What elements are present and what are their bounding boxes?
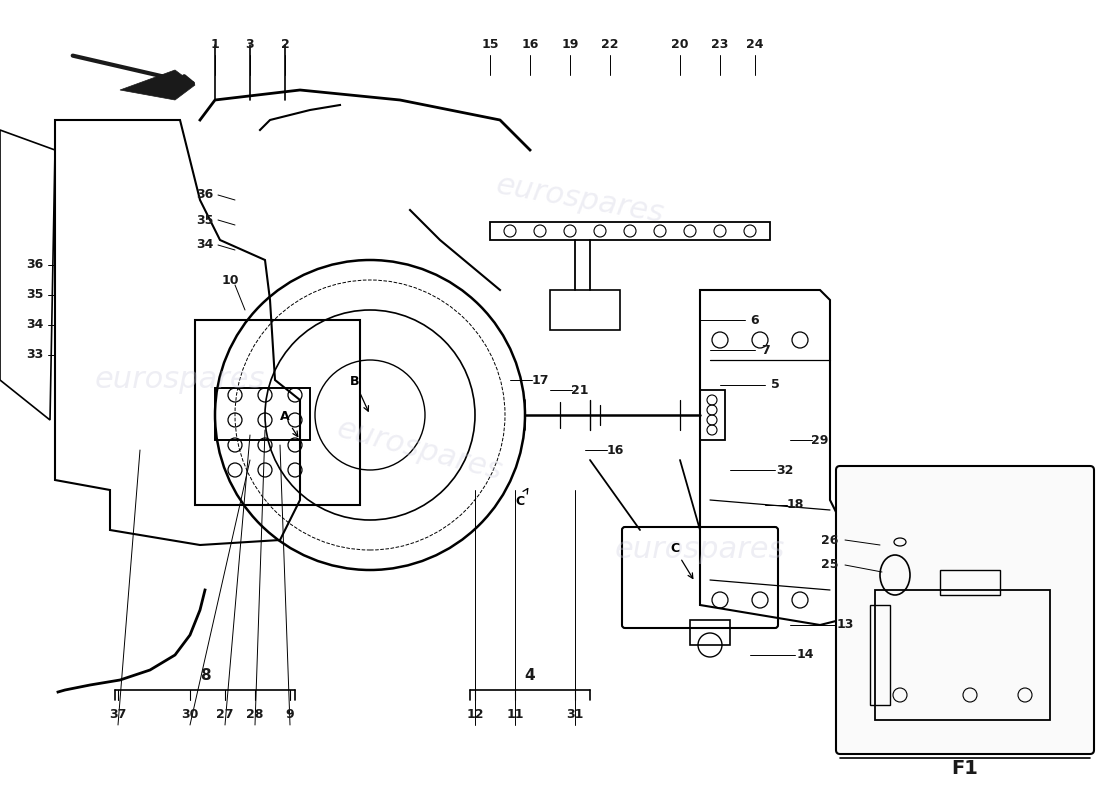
FancyBboxPatch shape [836, 466, 1094, 754]
Bar [490, 222, 770, 240]
Text: eurospares: eurospares [95, 366, 265, 394]
Text: 2: 2 [280, 38, 289, 51]
Bar [874, 590, 1050, 720]
Text: 24: 24 [746, 38, 763, 51]
Bar [870, 605, 890, 705]
Bar [700, 390, 725, 440]
Text: A: A [280, 410, 298, 437]
Text: 35: 35 [196, 214, 213, 226]
Text: 13: 13 [836, 618, 854, 631]
Text: 14: 14 [796, 649, 814, 662]
Text: F1: F1 [952, 758, 978, 778]
Text: 15: 15 [482, 38, 498, 51]
Text: 7: 7 [760, 343, 769, 357]
Text: 8: 8 [200, 667, 210, 682]
Text: 27: 27 [217, 709, 233, 722]
Text: 4: 4 [525, 667, 536, 682]
Text: 25: 25 [822, 558, 838, 571]
Bar [195, 320, 360, 505]
Bar [690, 620, 730, 645]
Text: 10: 10 [221, 274, 239, 286]
Text: 34: 34 [26, 318, 44, 331]
Text: 28: 28 [246, 709, 264, 722]
Text: 33: 33 [26, 349, 44, 362]
Bar [214, 388, 310, 440]
Text: C: C [515, 489, 528, 508]
Text: 20: 20 [671, 38, 689, 51]
Text: 31: 31 [566, 709, 584, 722]
Text: 32: 32 [777, 463, 794, 477]
Text: 17: 17 [531, 374, 549, 386]
Text: 18: 18 [786, 498, 804, 511]
Text: 3: 3 [245, 38, 254, 51]
Text: 36: 36 [197, 189, 213, 202]
Text: B: B [350, 375, 368, 411]
Text: 12: 12 [466, 709, 484, 722]
Text: 35: 35 [26, 289, 44, 302]
Text: 37: 37 [109, 709, 126, 722]
Text: 6: 6 [750, 314, 759, 326]
Text: 1: 1 [210, 38, 219, 51]
Text: eurospares: eurospares [334, 414, 506, 486]
Text: 29: 29 [812, 434, 828, 446]
Text: eurospares: eurospares [615, 535, 785, 565]
Bar [940, 570, 1000, 595]
Text: eurospares: eurospares [494, 171, 667, 229]
Text: 22: 22 [602, 38, 618, 51]
Text: 5: 5 [771, 378, 780, 391]
Text: 34: 34 [196, 238, 213, 251]
Text: 16: 16 [521, 38, 539, 51]
Text: 16: 16 [606, 443, 624, 457]
Text: 19: 19 [561, 38, 579, 51]
Text: 26: 26 [822, 534, 838, 546]
Text: 11: 11 [506, 709, 524, 722]
Text: 36: 36 [26, 258, 44, 271]
Text: 23: 23 [712, 38, 728, 51]
Text: 30: 30 [182, 709, 199, 722]
Text: 9: 9 [286, 709, 295, 722]
Text: C: C [670, 542, 693, 578]
Polygon shape [120, 70, 195, 100]
Text: 21: 21 [571, 383, 588, 397]
